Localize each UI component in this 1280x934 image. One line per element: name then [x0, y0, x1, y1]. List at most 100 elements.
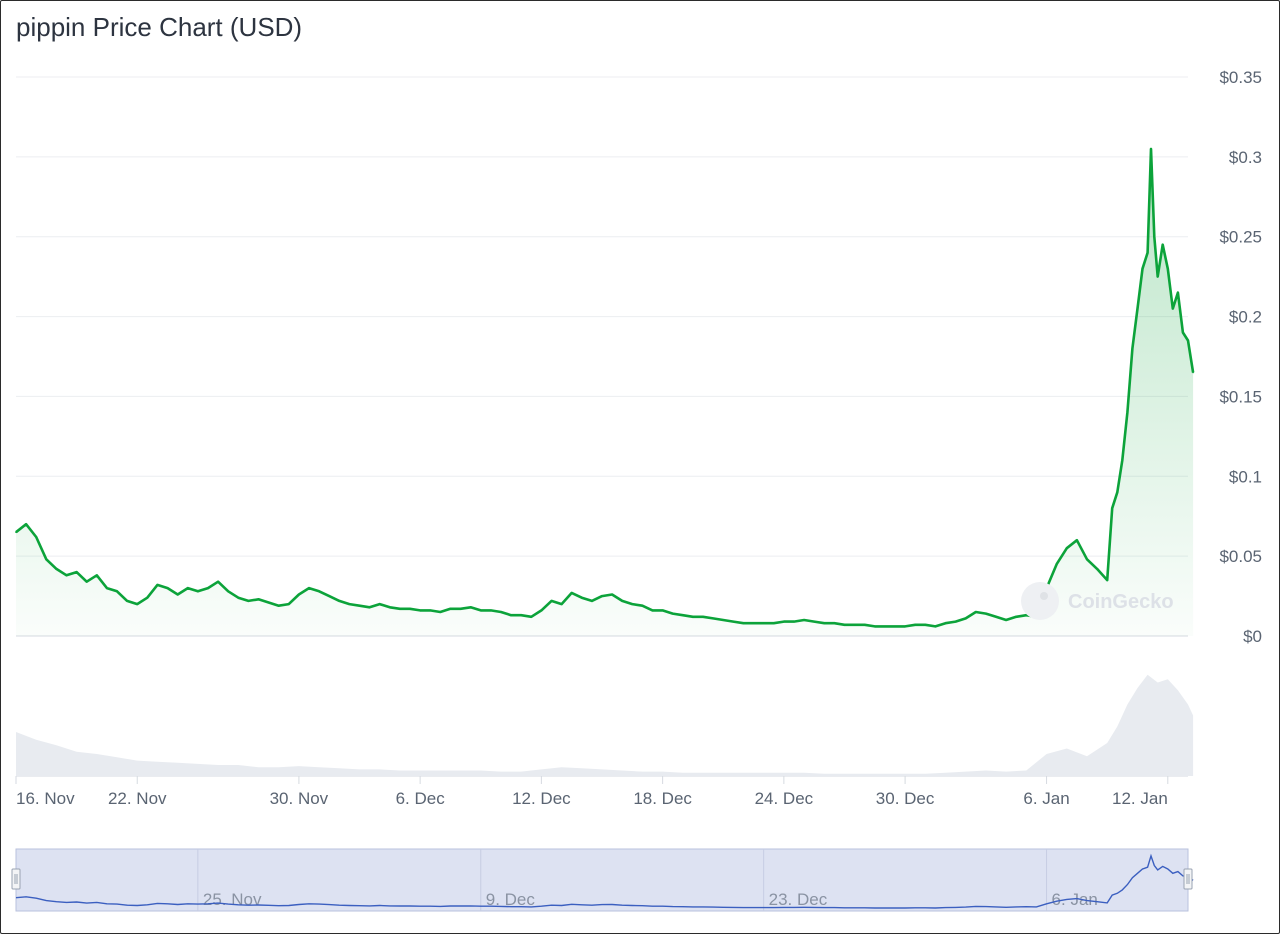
gridlines	[16, 76, 1188, 777]
price-point	[267, 601, 270, 604]
price-point	[298, 593, 300, 596]
price-point	[288, 603, 290, 605]
x-tick-label: 22. Nov	[108, 789, 167, 808]
price-point	[995, 616, 997, 618]
price-point	[611, 593, 613, 596]
price-point	[1172, 307, 1174, 310]
price-point	[550, 600, 553, 602]
price-point	[500, 611, 502, 613]
price-point	[1141, 267, 1144, 270]
price-point	[1161, 243, 1164, 246]
price-point	[793, 620, 795, 623]
price-point	[348, 603, 351, 605]
price-point	[1086, 558, 1088, 561]
price-point	[722, 619, 724, 621]
price-point	[45, 558, 48, 561]
price-point	[853, 624, 856, 626]
price-point	[1076, 539, 1078, 541]
price-point	[884, 625, 886, 628]
price-area-fill	[16, 148, 1194, 636]
price-point	[469, 606, 472, 609]
price-point	[1126, 411, 1129, 414]
price-point	[96, 574, 98, 577]
price-point	[308, 587, 310, 589]
navigator-tick-label: 9. Dec	[486, 890, 536, 909]
price-point	[136, 603, 138, 605]
price-point	[176, 593, 179, 596]
coingecko-watermark: CoinGecko	[1021, 582, 1174, 620]
x-tick-label: 12. Jan	[1112, 789, 1168, 808]
price-point	[843, 624, 846, 626]
price-point	[944, 622, 947, 624]
price-point	[166, 587, 169, 589]
price-point	[106, 587, 108, 589]
price-point	[934, 625, 937, 628]
x-tick-label: 16. Nov	[16, 789, 75, 808]
y-tick-label: $0.15	[1219, 387, 1262, 406]
price-point	[661, 609, 664, 612]
price-point	[217, 580, 219, 583]
y-tick-label: $0.3	[1229, 148, 1262, 167]
price-point	[702, 616, 704, 618]
price-point	[1066, 547, 1068, 549]
price-point	[187, 587, 189, 589]
x-tick-label: 18. Dec	[633, 789, 692, 808]
range-navigator[interactable]: 25. Nov 9. Dec 23. Dec 6. Jan	[11, 848, 1194, 912]
price-point	[540, 609, 543, 612]
price-point	[924, 624, 927, 626]
price-point	[530, 616, 533, 618]
price-point	[1121, 459, 1124, 462]
price-point	[227, 590, 229, 593]
price-point	[964, 617, 967, 620]
price-point	[813, 620, 815, 623]
price-point	[75, 571, 78, 573]
watermark-text: CoinGecko	[1068, 591, 1174, 613]
price-point	[954, 620, 957, 623]
price-point	[641, 604, 644, 607]
price-point	[257, 598, 260, 601]
price-point	[459, 608, 462, 610]
x-tick-label: 6. Jan	[1023, 789, 1069, 808]
price-point	[570, 592, 573, 594]
x-tick-label: 24. Dec	[755, 789, 814, 808]
price-point	[510, 614, 512, 616]
price-point	[419, 609, 421, 612]
x-axis-labels: 16. Nov 22. Nov 30. Nov 6. Dec 12. Dec 18. De…	[15, 776, 1169, 808]
price-point	[904, 625, 906, 628]
price-point	[1025, 614, 1028, 616]
price-point	[409, 608, 411, 610]
price-point	[1015, 616, 1017, 618]
price-point	[682, 614, 684, 616]
price-point	[1096, 568, 1098, 570]
price-point	[581, 596, 583, 599]
price-point	[439, 611, 442, 613]
price-point	[1182, 331, 1184, 334]
price-point	[197, 590, 199, 593]
navigator-tick-label: 6. Jan	[1052, 890, 1098, 909]
price-point	[65, 574, 68, 577]
navigator-left-handle[interactable]	[11, 868, 21, 890]
y-tick-label: $0.35	[1219, 68, 1262, 87]
y-axis-labels: $0 $0.05 $0.1 $0.15 $0.2 $0.25 $0.3 $0.35	[1219, 68, 1262, 646]
chart-title: pippin Price Chart (USD)	[16, 12, 303, 42]
navigator-series-line	[15, 853, 1194, 909]
price-point	[863, 624, 866, 626]
coingecko-logo-icon	[1021, 582, 1059, 620]
price-point	[823, 622, 826, 624]
navigator-right-handle[interactable]	[1183, 868, 1193, 890]
price-point	[389, 606, 391, 609]
price-point	[1153, 235, 1156, 238]
price-point	[1136, 307, 1139, 310]
price-point	[318, 590, 320, 593]
price-point	[1150, 148, 1152, 150]
price-point	[1187, 339, 1189, 342]
price-point	[1177, 291, 1179, 294]
price-point	[874, 625, 876, 628]
price-point	[207, 587, 209, 589]
x-tick-label: 30. Dec	[876, 789, 935, 808]
y-tick-label: $0.25	[1219, 228, 1262, 247]
price-point	[742, 622, 745, 624]
price-point	[752, 622, 755, 624]
price-point	[975, 611, 977, 613]
price-point	[762, 622, 765, 624]
